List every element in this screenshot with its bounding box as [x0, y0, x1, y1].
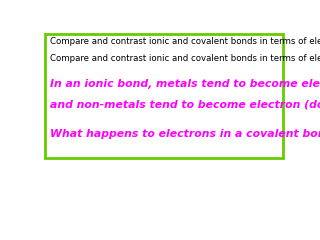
Text: and non-metals tend to become electron (donors/acceptors).: and non-metals tend to become electron (… — [50, 100, 320, 110]
Text: What happens to electrons in a covalent bond?: What happens to electrons in a covalent … — [50, 129, 320, 138]
Text: Compare and contrast ionic and covalent bonds in terms of electron movement.: Compare and contrast ionic and covalent … — [50, 54, 320, 63]
Text: In an ionic bond, metals tend to become electron (donors/acceptors),: In an ionic bond, metals tend to become … — [50, 79, 320, 89]
Text: Compare and contrast ionic and covalent bonds in terms of electron movement.: Compare and contrast ionic and covalent … — [50, 37, 320, 46]
